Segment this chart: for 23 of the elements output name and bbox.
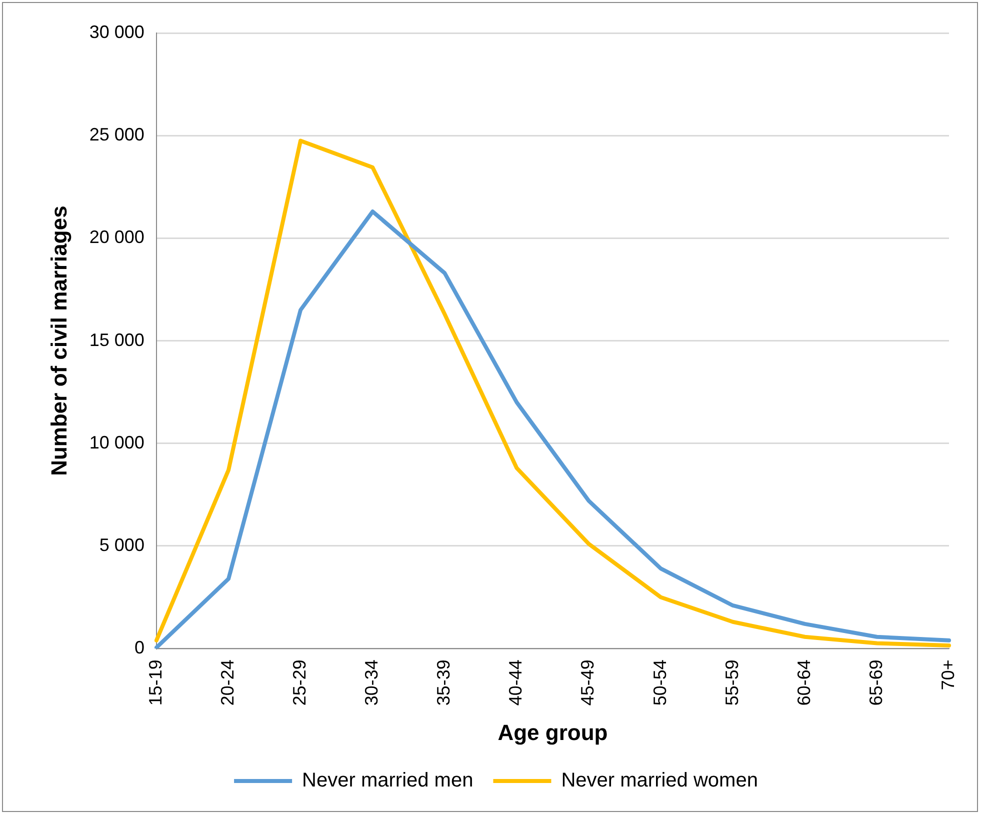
y-axis-title: Number of civil marriages — [46, 206, 72, 476]
x-tick-label: 55-59 — [722, 660, 742, 706]
x-tick-label: 25-29 — [290, 660, 310, 706]
x-tick-label: 60-64 — [794, 660, 814, 706]
x-axis-title: Age group — [498, 720, 608, 745]
x-tick-label: 70+ — [938, 660, 958, 690]
x-tick-label: 35-39 — [434, 660, 454, 706]
x-tick-label: 40-44 — [506, 660, 526, 706]
legend-label: Never married women — [561, 770, 758, 792]
x-tick-label: 30-34 — [362, 660, 382, 706]
y-tick-label: 25 000 — [89, 124, 144, 145]
y-tick-label: 15 000 — [89, 330, 144, 350]
y-tick-label: 5 000 — [99, 534, 144, 555]
y-tick-label: 30 000 — [89, 22, 144, 42]
x-tick-label: 15-19 — [145, 660, 166, 706]
y-tick-label: 20 000 — [89, 227, 144, 248]
x-tick-label: 50-54 — [650, 660, 670, 706]
x-tick-label: 65-69 — [866, 660, 886, 706]
legend-label: Never married men — [302, 770, 474, 792]
x-tick-label: 45-49 — [578, 660, 598, 706]
x-tick-label: 20-24 — [217, 660, 238, 706]
y-tick-label: 10 000 — [89, 432, 144, 452]
y-tick-label: 0 — [134, 638, 144, 658]
